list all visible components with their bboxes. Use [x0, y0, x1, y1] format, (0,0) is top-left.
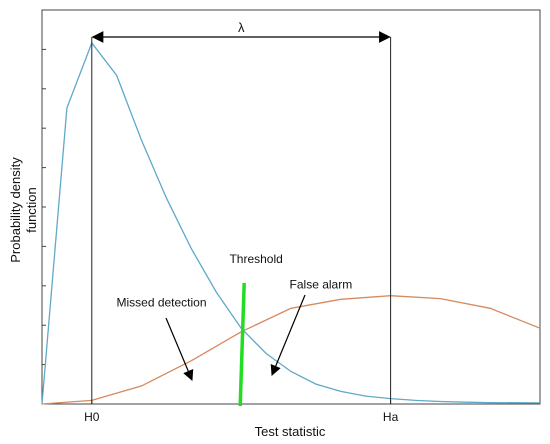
- false-alarm-arrow: [270, 294, 306, 376]
- x-tick-label: H0: [84, 410, 100, 424]
- y-axis-label-line1: Probability density: [8, 157, 23, 263]
- series-line-1: [41, 41, 541, 405]
- lambda-label: λ: [238, 20, 245, 35]
- marks: λ Threshold Missed detection False alarm: [91, 20, 392, 407]
- x-axis-label: Test statistic: [255, 424, 326, 439]
- x-tick-label: Ha: [383, 410, 399, 424]
- threshold-line: [238, 282, 246, 407]
- series-line-2: [41, 295, 541, 405]
- curves: [41, 41, 541, 405]
- annotation-label: Missed detection: [116, 296, 206, 310]
- missed-detection-arrow: [165, 317, 194, 381]
- y-axis-label-line2: function: [24, 187, 39, 233]
- annotation-label: False alarm: [290, 277, 353, 291]
- axes: H0 Ha: [41, 9, 541, 424]
- annotation-label: Threshold: [229, 252, 282, 266]
- plot-frame: [41, 9, 541, 405]
